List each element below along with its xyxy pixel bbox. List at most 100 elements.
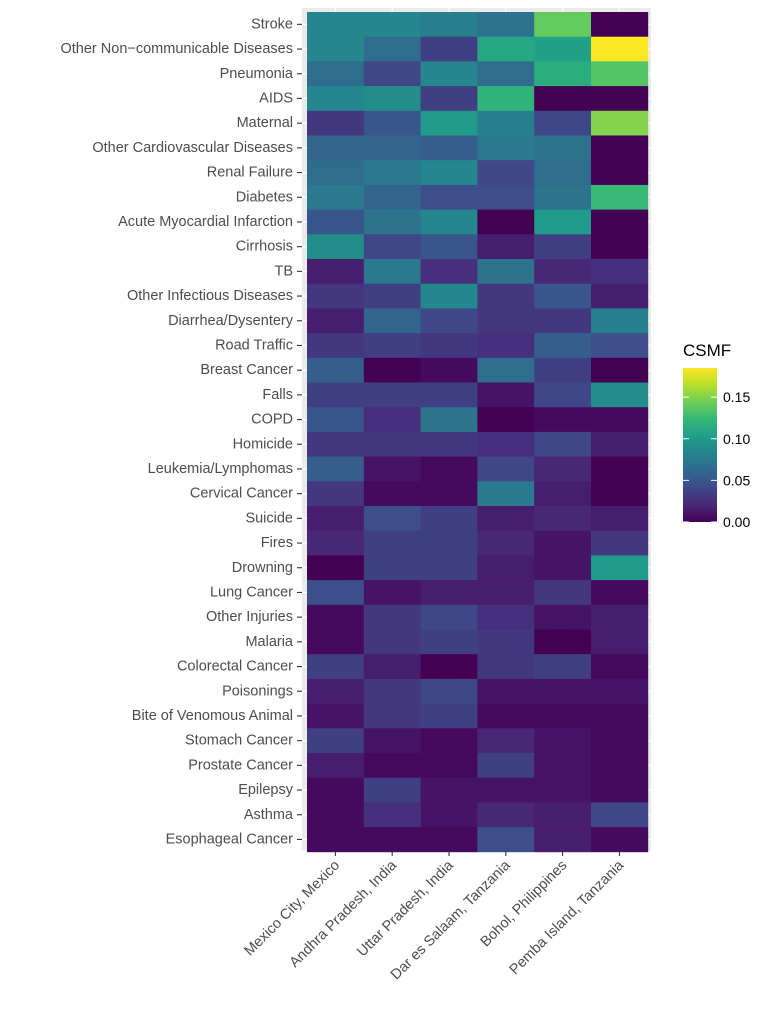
heatmap-cell-other-infectious-diseases-bohol-philippines bbox=[534, 283, 592, 309]
heatmap-cell-fires-uttar-pradesh-india bbox=[420, 530, 478, 556]
heatmap-cell-renal-failure-dar-es-salaam-tanzania bbox=[477, 160, 535, 186]
y-tick-label: Breast Cancer bbox=[200, 362, 293, 378]
heatmap-cell-homicide-pemba-island-tanzania bbox=[591, 431, 649, 457]
heatmap-cell-other-non-communicable-diseases-dar-es-salaam-tanzania bbox=[477, 36, 535, 62]
legend-tick-label: 0.00 bbox=[723, 514, 750, 530]
y-tick-label: Suicide bbox=[245, 510, 293, 526]
heatmap-cell-pneumonia-dar-es-salaam-tanzania bbox=[477, 61, 535, 87]
heatmap-cell-other-non-communicable-diseases-bohol-philippines bbox=[534, 36, 592, 62]
heatmap-cell-aids-andhra-pradesh-india bbox=[363, 86, 421, 112]
heatmap-cell-aids-mexico-city-mexico bbox=[307, 86, 365, 112]
heatmap-cell-bite-of-venomous-animal-dar-es-salaam-tanzania bbox=[477, 703, 535, 729]
heatmap-cell-cirrhosis-uttar-pradesh-india bbox=[420, 234, 478, 260]
y-tick-label: Epilepsy bbox=[238, 782, 294, 798]
heatmap-cell-poisonings-bohol-philippines bbox=[534, 678, 592, 704]
heatmap-cell-malaria-bohol-philippines bbox=[534, 629, 592, 655]
heatmap-cell-lung-cancer-andhra-pradesh-india bbox=[363, 580, 421, 606]
heatmap-cell-fires-pemba-island-tanzania bbox=[591, 530, 649, 556]
heatmap-cell-other-cardiovascular-diseases-bohol-philippines bbox=[534, 135, 592, 161]
heatmap-cell-copd-andhra-pradesh-india bbox=[363, 407, 421, 433]
heatmap-cell-cervical-cancer-pemba-island-tanzania bbox=[591, 481, 649, 507]
heatmap-cell-stomach-cancer-dar-es-salaam-tanzania bbox=[477, 728, 535, 754]
heatmap-cell-acute-myocardial-infarction-andhra-pradesh-india bbox=[363, 209, 421, 235]
y-tick-label: Renal Failure bbox=[207, 165, 293, 181]
y-tick-label: Leukemia/Lymphomas bbox=[148, 461, 293, 477]
heatmap-cell-homicide-mexico-city-mexico bbox=[307, 431, 365, 457]
heatmap-cell-epilepsy-bohol-philippines bbox=[534, 777, 592, 803]
heatmap-cell-falls-uttar-pradesh-india bbox=[420, 382, 478, 408]
heatmap-cell-acute-myocardial-infarction-dar-es-salaam-tanzania bbox=[477, 209, 535, 235]
heatmap-cell-breast-cancer-mexico-city-mexico bbox=[307, 357, 365, 383]
y-tick-label: Homicide bbox=[233, 436, 293, 452]
heatmap-cell-homicide-andhra-pradesh-india bbox=[363, 431, 421, 457]
heatmap-cell-colorectal-cancer-andhra-pradesh-india bbox=[363, 654, 421, 680]
heatmap-cell-diarrhea-dysentery-andhra-pradesh-india bbox=[363, 308, 421, 334]
heatmap-cell-diarrhea-dysentery-mexico-city-mexico bbox=[307, 308, 365, 334]
heatmap-cell-pneumonia-pemba-island-tanzania bbox=[591, 61, 649, 87]
heatmap-cell-aids-uttar-pradesh-india bbox=[420, 86, 478, 112]
heatmap-cell-bite-of-venomous-animal-uttar-pradesh-india bbox=[420, 703, 478, 729]
heatmap-cell-other-cardiovascular-diseases-andhra-pradesh-india bbox=[363, 135, 421, 161]
heatmap-cell-epilepsy-andhra-pradesh-india bbox=[363, 777, 421, 803]
heatmap-cell-acute-myocardial-infarction-pemba-island-tanzania bbox=[591, 209, 649, 235]
legend-tick-label: 0.10 bbox=[723, 431, 750, 447]
heatmap-cell-breast-cancer-pemba-island-tanzania bbox=[591, 357, 649, 383]
heatmap-cell-other-injuries-bohol-philippines bbox=[534, 604, 592, 630]
heatmap-cell-asthma-bohol-philippines bbox=[534, 802, 592, 828]
heatmap-cell-diabetes-bohol-philippines bbox=[534, 184, 592, 210]
y-tick-label: Stroke bbox=[251, 16, 293, 32]
heatmap-cell-epilepsy-pemba-island-tanzania bbox=[591, 777, 649, 803]
heatmap-cell-lung-cancer-bohol-philippines bbox=[534, 580, 592, 606]
y-tick-label: Other Infectious Diseases bbox=[127, 288, 293, 304]
heatmap-cell-prostate-cancer-bohol-philippines bbox=[534, 753, 592, 779]
heatmap-cell-prostate-cancer-pemba-island-tanzania bbox=[591, 753, 649, 779]
heatmap-cell-malaria-uttar-pradesh-india bbox=[420, 629, 478, 655]
heatmap-cell-esophageal-cancer-mexico-city-mexico bbox=[307, 827, 365, 853]
heatmap-cell-poisonings-mexico-city-mexico bbox=[307, 678, 365, 704]
heatmap-cell-other-infectious-diseases-uttar-pradesh-india bbox=[420, 283, 478, 309]
heatmap-cell-malaria-mexico-city-mexico bbox=[307, 629, 365, 655]
heatmap-cell-drowning-dar-es-salaam-tanzania bbox=[477, 555, 535, 581]
heatmap-cell-cirrhosis-dar-es-salaam-tanzania bbox=[477, 234, 535, 260]
y-tick-label: Fires bbox=[261, 535, 293, 551]
heatmap-cell-falls-andhra-pradesh-india bbox=[363, 382, 421, 408]
y-tick-label: Stomach Cancer bbox=[185, 733, 293, 749]
heatmap-cell-bite-of-venomous-animal-andhra-pradesh-india bbox=[363, 703, 421, 729]
heatmap-cell-breast-cancer-uttar-pradesh-india bbox=[420, 357, 478, 383]
heatmap-cell-stroke-andhra-pradesh-india bbox=[363, 12, 421, 38]
heatmap-cell-copd-bohol-philippines bbox=[534, 407, 592, 433]
heatmap-cell-maternal-pemba-island-tanzania bbox=[591, 110, 649, 136]
y-tick-label: Other Injuries bbox=[206, 609, 293, 625]
heatmap-cell-pneumonia-andhra-pradesh-india bbox=[363, 61, 421, 87]
y-tick-label: Malaria bbox=[245, 634, 293, 650]
heatmap-cell-pneumonia-bohol-philippines bbox=[534, 61, 592, 87]
heatmap-cell-diabetes-dar-es-salaam-tanzania bbox=[477, 184, 535, 210]
y-tick-label: Colorectal Cancer bbox=[177, 659, 293, 675]
y-tick-label: Cervical Cancer bbox=[190, 486, 293, 502]
heatmap-cell-breast-cancer-andhra-pradesh-india bbox=[363, 357, 421, 383]
heatmap-cell-aids-bohol-philippines bbox=[534, 86, 592, 112]
x-tick-label: Pemba Island, Tanzania bbox=[507, 857, 628, 978]
heatmap-cell-stomach-cancer-bohol-philippines bbox=[534, 728, 592, 754]
y-tick-label: Pneumonia bbox=[220, 66, 294, 82]
heatmap-cell-tb-andhra-pradesh-india bbox=[363, 259, 421, 285]
heatmap-cell-esophageal-cancer-bohol-philippines bbox=[534, 827, 592, 853]
heatmap-cell-copd-dar-es-salaam-tanzania bbox=[477, 407, 535, 433]
heatmap-cell-colorectal-cancer-mexico-city-mexico bbox=[307, 654, 365, 680]
heatmap-cell-maternal-andhra-pradesh-india bbox=[363, 110, 421, 136]
y-tick-label: Diabetes bbox=[236, 189, 293, 205]
heatmap-cell-falls-bohol-philippines bbox=[534, 382, 592, 408]
heatmap-cell-pneumonia-uttar-pradesh-india bbox=[420, 61, 478, 87]
heatmap-cell-road-traffic-andhra-pradesh-india bbox=[363, 333, 421, 359]
heatmap-cell-diabetes-pemba-island-tanzania bbox=[591, 184, 649, 210]
x-tick-label: Andhra Pradesh, India bbox=[287, 857, 401, 971]
heatmap-cell-leukemia-lymphomas-andhra-pradesh-india bbox=[363, 456, 421, 482]
heatmap-cell-other-injuries-uttar-pradesh-india bbox=[420, 604, 478, 630]
heatmap-cell-bite-of-venomous-animal-mexico-city-mexico bbox=[307, 703, 365, 729]
y-tick-label: Other Cardiovascular Diseases bbox=[92, 140, 293, 156]
y-tick-label: Cirrhosis bbox=[236, 239, 293, 255]
heatmap-cell-other-cardiovascular-diseases-mexico-city-mexico bbox=[307, 135, 365, 161]
y-tick-label: Esophageal Cancer bbox=[166, 831, 294, 847]
heatmap-cell-colorectal-cancer-uttar-pradesh-india bbox=[420, 654, 478, 680]
